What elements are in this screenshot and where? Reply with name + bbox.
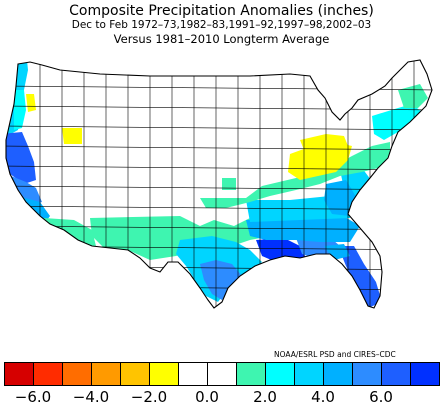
legend-swatch — [236, 362, 266, 386]
title: Composite Precipitation Anomalies (inche… — [69, 3, 374, 19]
division-grid — [6, 60, 432, 308]
region-kansas-pocket — [222, 178, 236, 190]
legend-swatch — [91, 362, 121, 386]
us-anomaly-map — [5, 59, 433, 309]
region-washington-west — [14, 90, 26, 130]
legend-swatch — [265, 362, 295, 386]
legend-tick-label: −4.0 — [72, 388, 110, 406]
legend-swatch — [323, 362, 353, 386]
region-nevada-pocket — [62, 128, 82, 144]
region-ohio-valley-north — [300, 134, 348, 150]
legend-swatch — [33, 362, 63, 386]
data-credit: NOAA/ESRL PSD and CIRES–CDC — [274, 350, 396, 359]
legend-swatch — [120, 362, 150, 386]
legend-swatch — [381, 362, 411, 386]
legend-swatch — [294, 362, 324, 386]
region-northeast-coast — [372, 104, 422, 140]
legend-tick-label: 0.0 — [195, 388, 219, 406]
legend-tick-label: −6.0 — [14, 388, 52, 406]
subtitle-baseline: Versus 1981–2010 Longterm Average — [113, 32, 330, 46]
region-texas-coast — [200, 260, 242, 300]
legend-swatch — [178, 362, 208, 386]
legend-tick-label: 6.0 — [369, 388, 393, 406]
legend-tick-label: 2.0 — [253, 388, 277, 406]
legend-swatch — [62, 362, 92, 386]
legend-tick-label: −2.0 — [130, 388, 168, 406]
region-oregon-inland — [26, 94, 36, 112]
subtitle-years: Dec to Feb 1972–73,1982–83,1991–92,1997–… — [71, 19, 372, 31]
legend-swatch — [149, 362, 179, 386]
region-central-california — [6, 174, 42, 206]
region-florida — [338, 246, 382, 308]
region-florida-panhandle — [324, 244, 350, 260]
legend-swatch — [352, 362, 382, 386]
legend-swatch — [4, 362, 34, 386]
legend-swatch — [207, 362, 237, 386]
legend-tick-label: 4.0 — [311, 388, 335, 406]
color-legend: −6.0 −4.0 −2.0 0.0 2.0 4.0 6.0 — [4, 362, 440, 406]
region-mid-south — [200, 142, 390, 208]
legend-swatch — [410, 362, 440, 386]
